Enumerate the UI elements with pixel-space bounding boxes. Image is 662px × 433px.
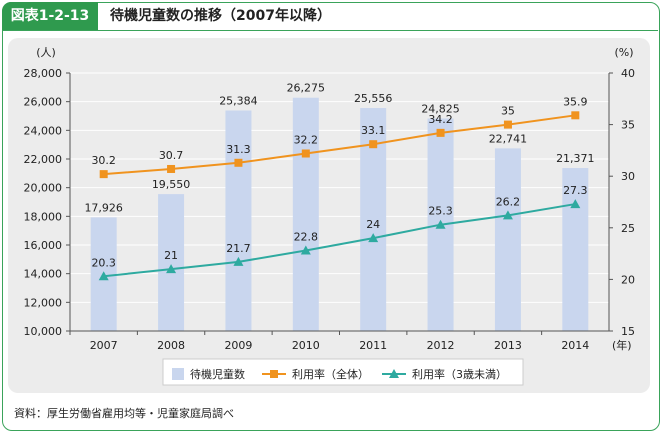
- right-tick-label: 35: [621, 119, 635, 132]
- series-line-overall: [103, 114, 576, 176]
- left-tick-label: 10,000: [24, 325, 63, 338]
- bar: [562, 168, 589, 331]
- x-tick-label: 2013: [494, 339, 522, 352]
- legend-marker-triangle: [389, 369, 399, 378]
- left-tick-label: 20,000: [24, 182, 63, 195]
- bar-data-label: 26,275: [287, 82, 326, 95]
- point-square: [99, 170, 108, 179]
- legend-label-overall: 利用率（全体）: [292, 367, 369, 381]
- point-square: [301, 149, 310, 158]
- left-tick-label: 16,000: [24, 239, 63, 252]
- point-data-label: 30.7: [159, 149, 184, 162]
- right-tick-label: 25: [621, 222, 635, 235]
- legend-swatch-bar: [172, 368, 184, 380]
- left-tick-label: 22,000: [24, 153, 63, 166]
- point-square: [571, 111, 580, 120]
- bar-data-label: 24,825: [421, 103, 460, 116]
- figure-header: 図表1-2-13 待機児童数の推移（2007年以降）: [2, 2, 658, 31]
- right-tick-label: 30: [621, 170, 635, 183]
- x-tick-label: 2011: [359, 339, 387, 352]
- chart-panel: [8, 38, 650, 393]
- point-data-label: 34.2: [428, 113, 453, 126]
- point-data-label: 26.2: [496, 195, 521, 208]
- point-data-label: 25.3: [428, 205, 453, 218]
- bar-data-label: 22,741: [489, 132, 528, 145]
- point-data-label: 30.2: [91, 154, 116, 167]
- x-axis-unit: (年): [612, 338, 632, 352]
- point-triangle: [300, 245, 311, 255]
- point-triangle: [435, 219, 446, 229]
- left-tick-label: 12,000: [24, 296, 63, 309]
- x-tick-label: 2008: [157, 339, 185, 352]
- bar: [494, 148, 521, 331]
- right-tick-label: 15: [621, 325, 635, 338]
- bar-data-label: 25,384: [219, 94, 258, 107]
- legend-label-under3: 利用率（3歳未満）: [412, 367, 507, 381]
- left-axis-unit: (人): [36, 46, 56, 59]
- point-triangle: [570, 199, 581, 209]
- legend-marker-square: [270, 370, 278, 378]
- point-data-label: 35.9: [563, 95, 588, 108]
- point-triangle: [233, 256, 244, 266]
- point-square: [369, 140, 378, 149]
- bar: [158, 194, 185, 331]
- bar: [292, 97, 319, 331]
- point-data-label: 21.7: [226, 242, 251, 255]
- left-tick-label: 28,000: [24, 67, 63, 80]
- left-tick-label: 24,000: [24, 124, 63, 137]
- point-data-label: 27.3: [563, 184, 588, 197]
- point-square: [503, 120, 512, 129]
- x-tick-label: 2009: [224, 339, 252, 352]
- point-data-label: 32.2: [294, 133, 319, 146]
- source-note: 資料：厚生労働省雇用均等・児童家庭局調べ: [14, 407, 234, 420]
- point-triangle: [368, 233, 379, 243]
- point-triangle: [98, 271, 109, 281]
- point-square: [234, 158, 243, 167]
- legend-box: [162, 358, 524, 386]
- bar-data-label: 21,371: [556, 152, 595, 165]
- point-data-label: 20.3: [91, 256, 116, 269]
- left-tick-label: 26,000: [24, 96, 63, 109]
- right-tick-label: 20: [621, 273, 635, 286]
- point-data-label: 33.1: [361, 124, 386, 137]
- legend-label-bar: 待機児童数: [190, 367, 245, 381]
- point-triangle: [502, 210, 513, 220]
- point-triangle: [166, 264, 177, 274]
- point-data-label: 21: [164, 249, 178, 262]
- x-tick-label: 2010: [292, 339, 320, 352]
- point-data-label: 24: [366, 218, 380, 231]
- point-data-label: 22.8: [294, 231, 319, 244]
- figure-title: 待機児童数の推移（2007年以降）: [110, 8, 331, 24]
- figure-label: 図表1-2-13: [2, 2, 98, 30]
- bar-data-label: 25,556: [354, 92, 393, 105]
- left-tick-label: 18,000: [24, 210, 63, 223]
- x-tick-label: 2012: [427, 339, 455, 352]
- point-square: [436, 128, 445, 137]
- bar: [225, 110, 252, 331]
- bar-data-label: 19,550: [152, 178, 191, 191]
- point-square: [167, 164, 176, 173]
- right-tick-label: 40: [621, 67, 635, 80]
- point-data-label: 35: [501, 105, 515, 118]
- right-axis-unit: (%): [614, 46, 633, 59]
- bar-data-label: 17,926: [84, 201, 123, 214]
- left-tick-label: 14,000: [24, 268, 63, 281]
- x-tick-label: 2014: [561, 339, 589, 352]
- series-line-under3: [103, 203, 576, 278]
- point-data-label: 31.3: [226, 143, 251, 156]
- x-tick-label: 2007: [90, 339, 118, 352]
